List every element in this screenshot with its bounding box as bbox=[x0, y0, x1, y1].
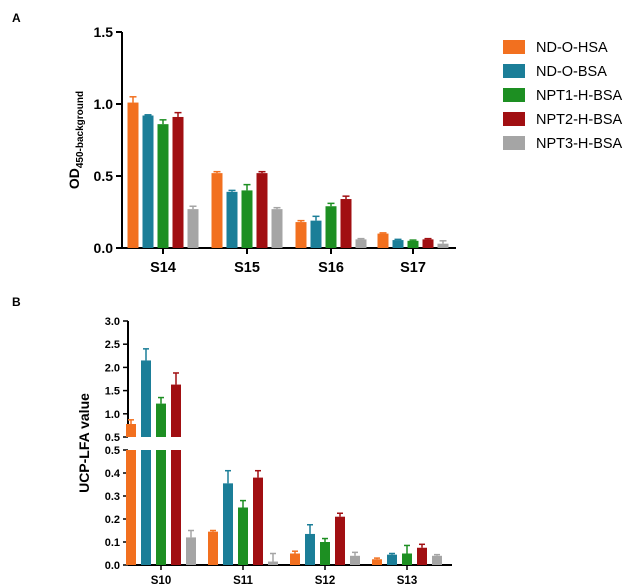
bar-npt3-h-bsa-s17 bbox=[437, 243, 449, 248]
bar-npt1-h-bsa-s11 bbox=[238, 507, 248, 565]
y-axis-title-a: OD450-background bbox=[66, 91, 86, 189]
y-tick-label-lower-b: 0.1 bbox=[105, 537, 120, 549]
y-tick-label-lower-b: 0.5 bbox=[105, 445, 120, 457]
bar-nd-o-bsa-s13 bbox=[387, 554, 397, 565]
bar-npt2-h-bsa-s16 bbox=[340, 199, 352, 248]
bar-nd-o-hsa-s13 bbox=[372, 559, 382, 565]
y-tick-label-a: 0.5 bbox=[94, 168, 114, 184]
x-tick-label-s13: S13 bbox=[397, 575, 417, 584]
bar-nd-o-bsa-s14 bbox=[142, 115, 154, 249]
bar-npt2-h-bsa-s11 bbox=[253, 477, 263, 565]
bar-npt2-h-bsa-s17 bbox=[422, 239, 434, 248]
bar-nd-o-bsa-s17 bbox=[392, 240, 404, 248]
y-tick-label-upper-b: 2.0 bbox=[105, 362, 120, 374]
legend-swatch-npt1-h-bsa bbox=[503, 88, 525, 102]
bar-nd-o-hsa-s12 bbox=[290, 553, 300, 565]
bar-npt3-h-bsa-s13 bbox=[432, 555, 442, 565]
bar-npt1-h-bsa-s13 bbox=[402, 553, 412, 565]
bar-nd-o-hsa-s11 bbox=[208, 531, 218, 565]
bar-nd-o-bsa-s15 bbox=[226, 191, 238, 248]
bar-npt1-h-bsa-s15 bbox=[241, 190, 253, 248]
bar-npt1-h-bsa-s17 bbox=[407, 240, 419, 248]
bar-lower-nd-o-bsa-s10 bbox=[141, 450, 151, 565]
bar-npt2-h-bsa-s14 bbox=[172, 116, 184, 249]
legend-label-nd-o-bsa: ND-O-BSA bbox=[536, 64, 607, 80]
bar-lower-npt1-h-bsa-s10 bbox=[156, 450, 166, 565]
y-tick-label-a: 0.0 bbox=[94, 240, 114, 256]
y-tick-label-upper-b: 3.0 bbox=[105, 316, 120, 328]
bar-npt2-h-bsa-s13 bbox=[417, 547, 427, 565]
legend-swatch-npt3-h-bsa bbox=[503, 136, 525, 150]
legend-label-npt3-h-bsa: NPT3-H-BSA bbox=[536, 136, 623, 152]
y-tick-label-upper-b: 1.5 bbox=[105, 386, 120, 398]
y-tick-label-lower-b: 0.3 bbox=[105, 491, 120, 503]
legend-swatch-npt2-h-bsa bbox=[503, 112, 525, 126]
chart-a: 0.0 0.5 1.0 1.5 OD450-background S14 S15 S16 S17 bbox=[66, 24, 456, 276]
bar-nd-o-hsa-s15 bbox=[211, 173, 223, 248]
bar-nd-o-hsa-s14 bbox=[127, 102, 139, 248]
bar-npt1-h-bsa-s16 bbox=[325, 206, 337, 248]
bar-upper-nd-o-hsa-s10 bbox=[126, 424, 136, 437]
bar-lower-nd-o-hsa-s10 bbox=[126, 450, 136, 565]
y-tick-label-a: 1.0 bbox=[94, 96, 114, 112]
bar-lower-npt2-h-bsa-s10 bbox=[171, 450, 181, 565]
bar-npt3-h-bsa-s15 bbox=[271, 209, 283, 248]
x-tick-label-s16: S16 bbox=[318, 260, 344, 276]
bar-upper-nd-o-bsa-s10 bbox=[141, 360, 151, 437]
chart-b: 0.0 0.1 0.2 0.3 0.4 0.50.5 1.0 1.5 2.0 2.5 3.0 UCP-… bbox=[76, 316, 452, 584]
bar-nd-o-bsa-s12 bbox=[305, 533, 315, 565]
bar-npt3-h-bsa-s10 bbox=[186, 537, 196, 565]
legend-swatch-nd-o-hsa bbox=[503, 40, 525, 54]
legend-label-npt2-h-bsa: NPT2-H-BSA bbox=[536, 112, 623, 128]
x-tick-label-s11: S11 bbox=[233, 575, 253, 584]
panel-letter-b: B bbox=[12, 295, 21, 309]
bar-npt1-h-bsa-s12 bbox=[320, 542, 330, 565]
panel-letter-a: A bbox=[12, 11, 21, 25]
bar-npt1-h-bsa-s14 bbox=[157, 124, 169, 248]
bar-nd-o-hsa-s16 bbox=[295, 222, 307, 248]
x-tick-label-s14: S14 bbox=[150, 260, 176, 276]
x-tick-label-s12: S12 bbox=[315, 575, 335, 584]
bar-nd-o-hsa-s17 bbox=[377, 233, 389, 248]
bar-upper-npt1-h-bsa-s10 bbox=[156, 403, 166, 437]
bar-upper-npt2-h-bsa-s10 bbox=[171, 384, 181, 437]
bar-npt3-h-bsa-s11 bbox=[268, 561, 278, 565]
x-tick-label-s15: S15 bbox=[234, 260, 260, 276]
y-axis-title-main: OD bbox=[66, 168, 82, 189]
y-tick-label-a: 1.5 bbox=[94, 24, 114, 40]
y-axis-title-b: UCP-LFA value bbox=[76, 393, 92, 493]
bar-npt3-h-bsa-s14 bbox=[187, 209, 199, 248]
x-tick-label-s17: S17 bbox=[400, 260, 426, 276]
y-tick-label-lower-b: 0.2 bbox=[105, 514, 120, 526]
y-tick-label-lower-b: 0.4 bbox=[105, 468, 121, 480]
legend-label-npt1-h-bsa: NPT1-H-BSA bbox=[536, 88, 623, 104]
legend-label-nd-o-hsa: ND-O-HSA bbox=[536, 40, 608, 56]
bar-npt2-h-bsa-s15 bbox=[256, 173, 268, 248]
y-axis-title-sub: 450-background bbox=[75, 91, 86, 168]
legend-swatch-nd-o-bsa bbox=[503, 64, 525, 78]
bar-nd-o-bsa-s11 bbox=[223, 483, 233, 565]
legend: ND-O-HSA ND-O-BSA NPT1-H-BSA NPT2-H-BSA NPT3… bbox=[503, 40, 623, 152]
y-tick-label-upper-b: 2.5 bbox=[105, 339, 120, 351]
y-tick-label-lower-b: 0.0 bbox=[105, 560, 120, 572]
bar-npt3-h-bsa-s16 bbox=[355, 239, 367, 248]
x-tick-label-s10: S10 bbox=[151, 575, 171, 584]
y-tick-label-upper-b: 1.0 bbox=[105, 409, 120, 421]
bar-nd-o-bsa-s16 bbox=[310, 220, 322, 248]
y-tick-label-upper-b: 0.5 bbox=[105, 432, 120, 444]
bar-npt3-h-bsa-s12 bbox=[350, 555, 360, 565]
bar-npt2-h-bsa-s12 bbox=[335, 516, 345, 565]
